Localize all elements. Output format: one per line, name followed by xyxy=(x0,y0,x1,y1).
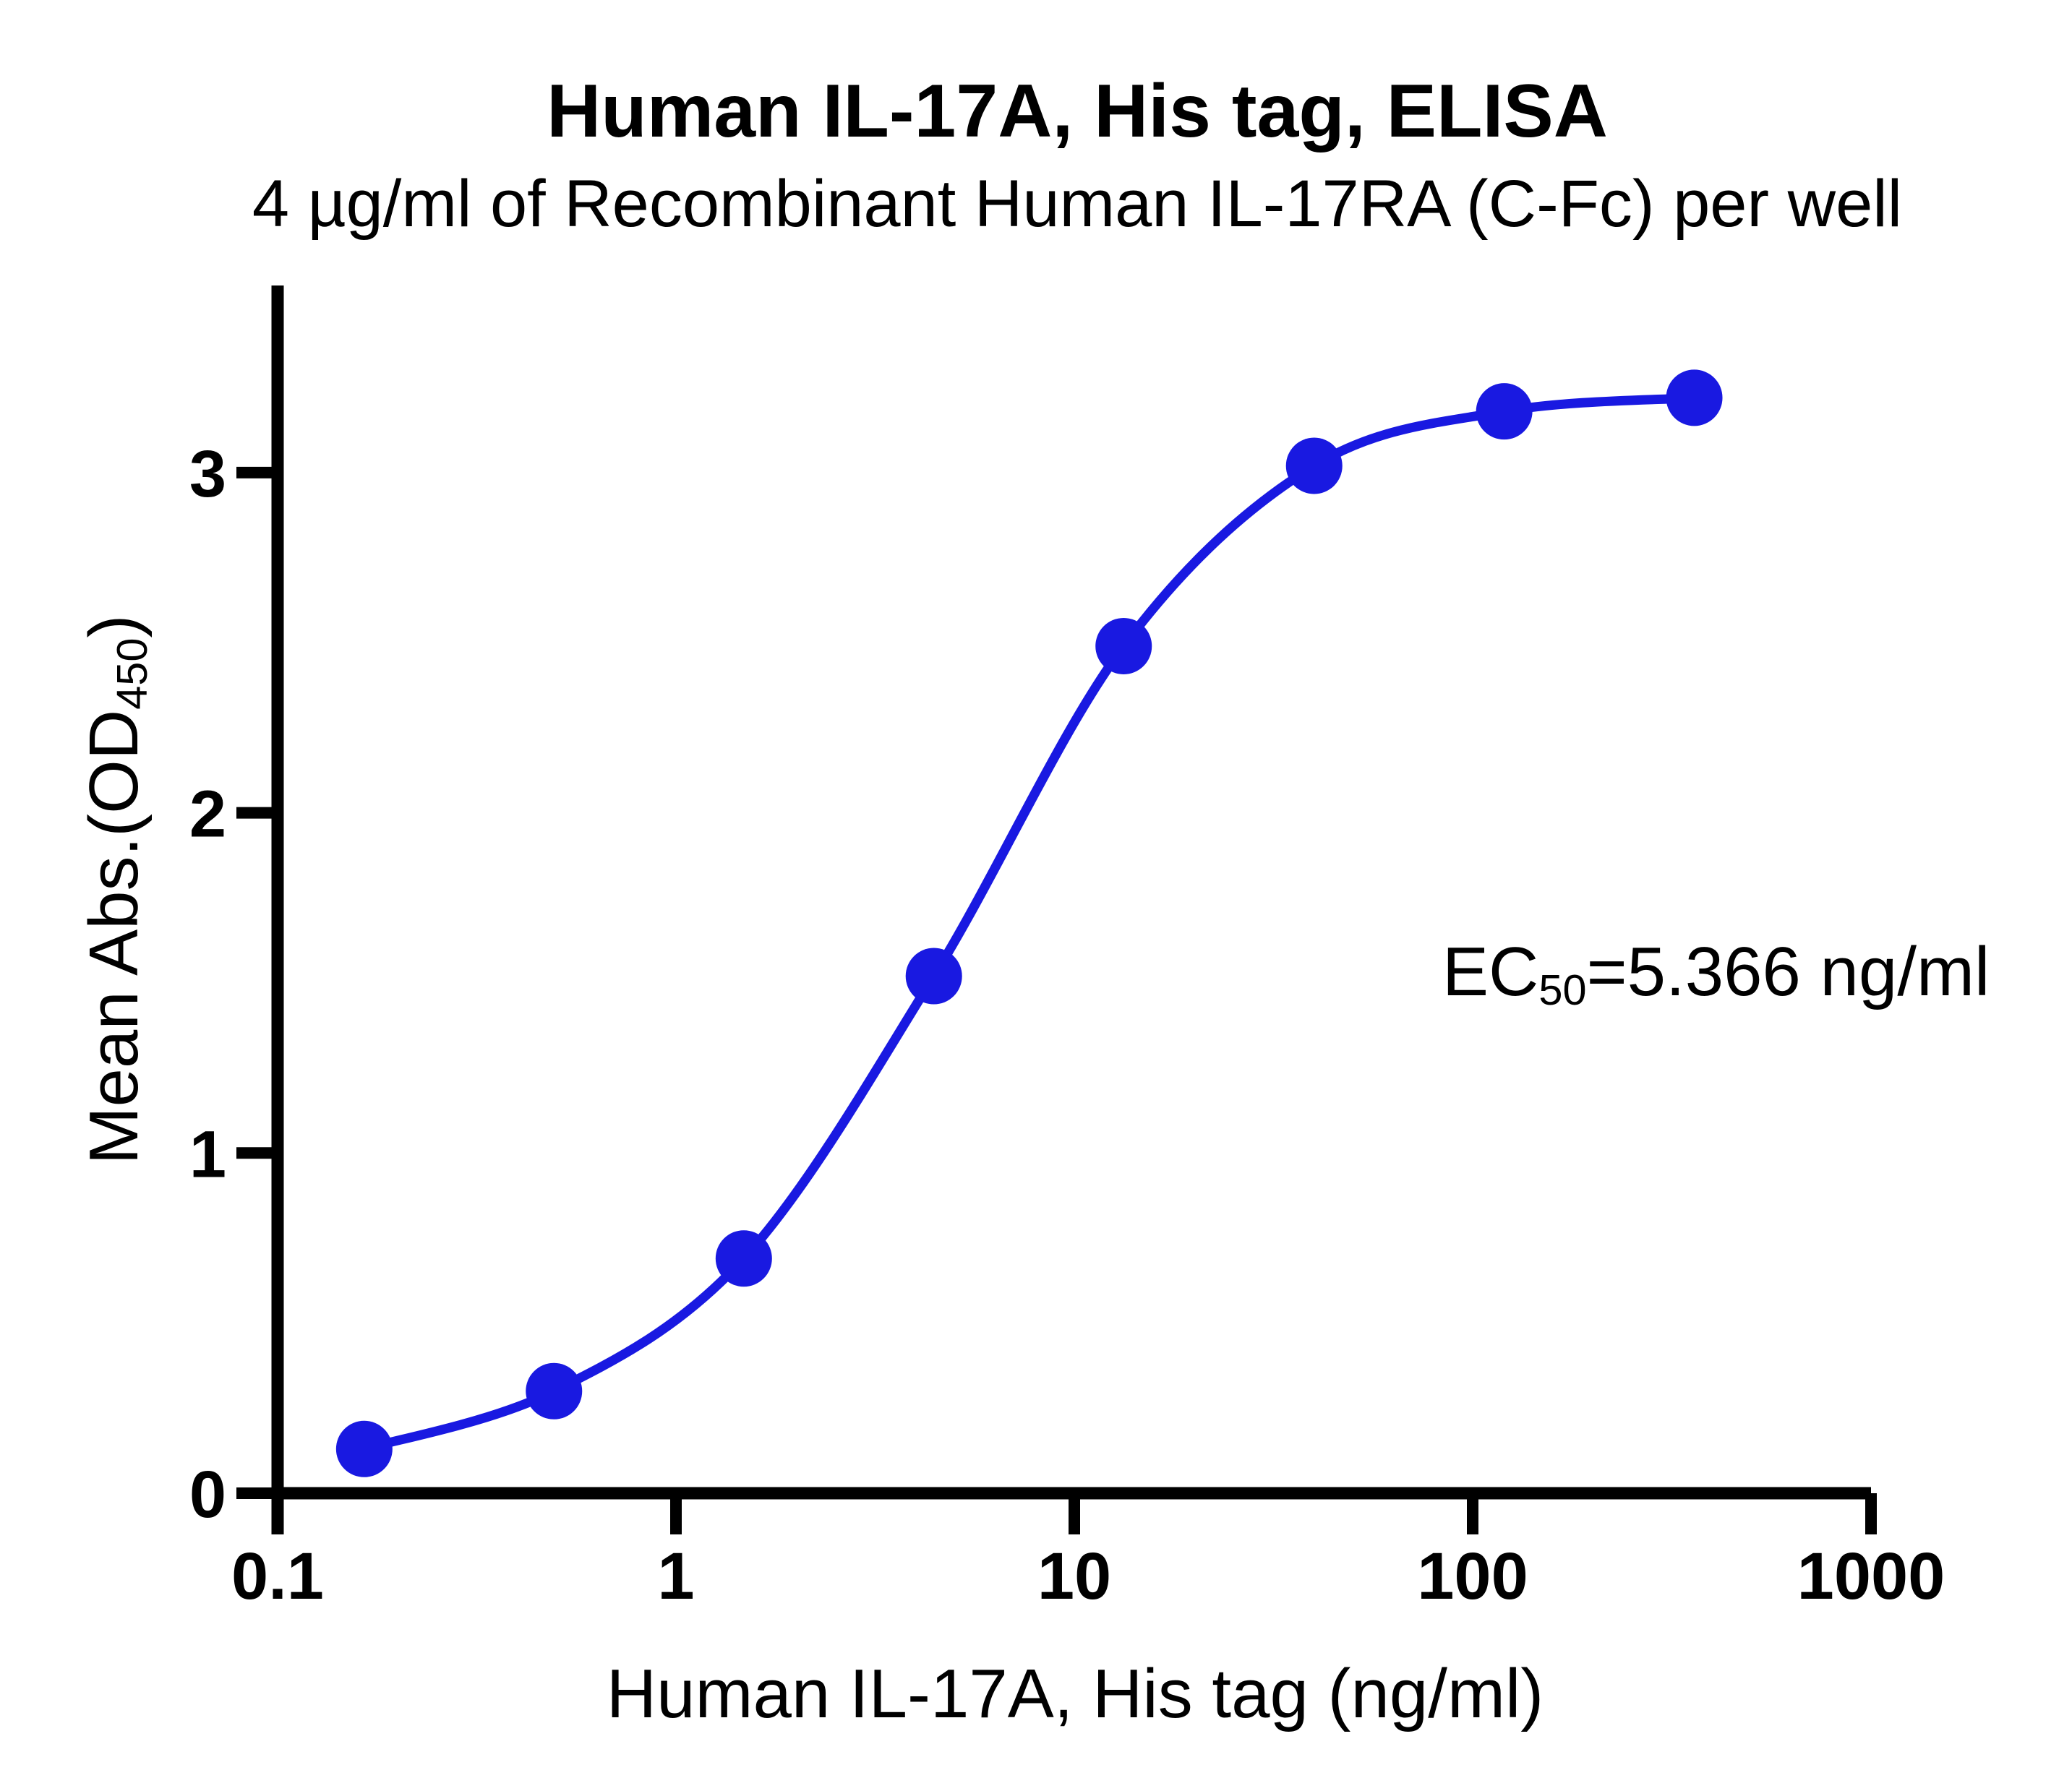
y-axis-title-text: Mean Abs.(OD xyxy=(75,709,153,1165)
y-tick-label: 2 xyxy=(189,778,226,851)
ec50-annotation: EC50=5.366 ng/ml xyxy=(1442,933,1990,1014)
data-point-marker xyxy=(1095,617,1152,674)
y-tick-label: 0 xyxy=(189,1458,226,1532)
fit-curve xyxy=(359,392,1700,1454)
data-point-marker xyxy=(526,1362,583,1420)
chart-title: Human IL-17A, His tag, ELISA xyxy=(547,69,1608,153)
y-tick-label: 3 xyxy=(189,437,226,511)
x-axis-title: Human IL-17A, His tag (ng/ml) xyxy=(606,1655,1544,1732)
y-axis-title: Mean Abs.(OD450) xyxy=(75,615,156,1165)
x-tick-label: 10 xyxy=(1037,1539,1111,1613)
data-point-marker xyxy=(1285,437,1343,494)
ec50-annotation-prefix: EC xyxy=(1442,933,1539,1010)
data-point-marker xyxy=(1476,383,1533,440)
y-tick-label: 1 xyxy=(189,1117,226,1191)
chart-subtitle: 4 µg/ml of Recombinant Human IL-17RA (C-… xyxy=(252,167,1903,241)
ec50-annotation-value: =5.366 ng/ml xyxy=(1586,933,1990,1010)
data-point-marker xyxy=(335,1420,393,1477)
x-tick-label: 0.1 xyxy=(231,1539,324,1613)
x-tick-label: 1000 xyxy=(1797,1539,1945,1613)
data-point-marker xyxy=(715,1230,772,1287)
data-point-marker xyxy=(905,948,962,1005)
x-tick-label: 1 xyxy=(657,1539,694,1613)
y-axis-title-suffix: ) xyxy=(75,614,153,638)
y-axis-title-subscript: 450 xyxy=(108,637,157,710)
data-point-marker xyxy=(1666,369,1723,426)
ec50-annotation-subscript: 50 xyxy=(1538,966,1587,1015)
x-tick-label: 100 xyxy=(1417,1539,1528,1613)
